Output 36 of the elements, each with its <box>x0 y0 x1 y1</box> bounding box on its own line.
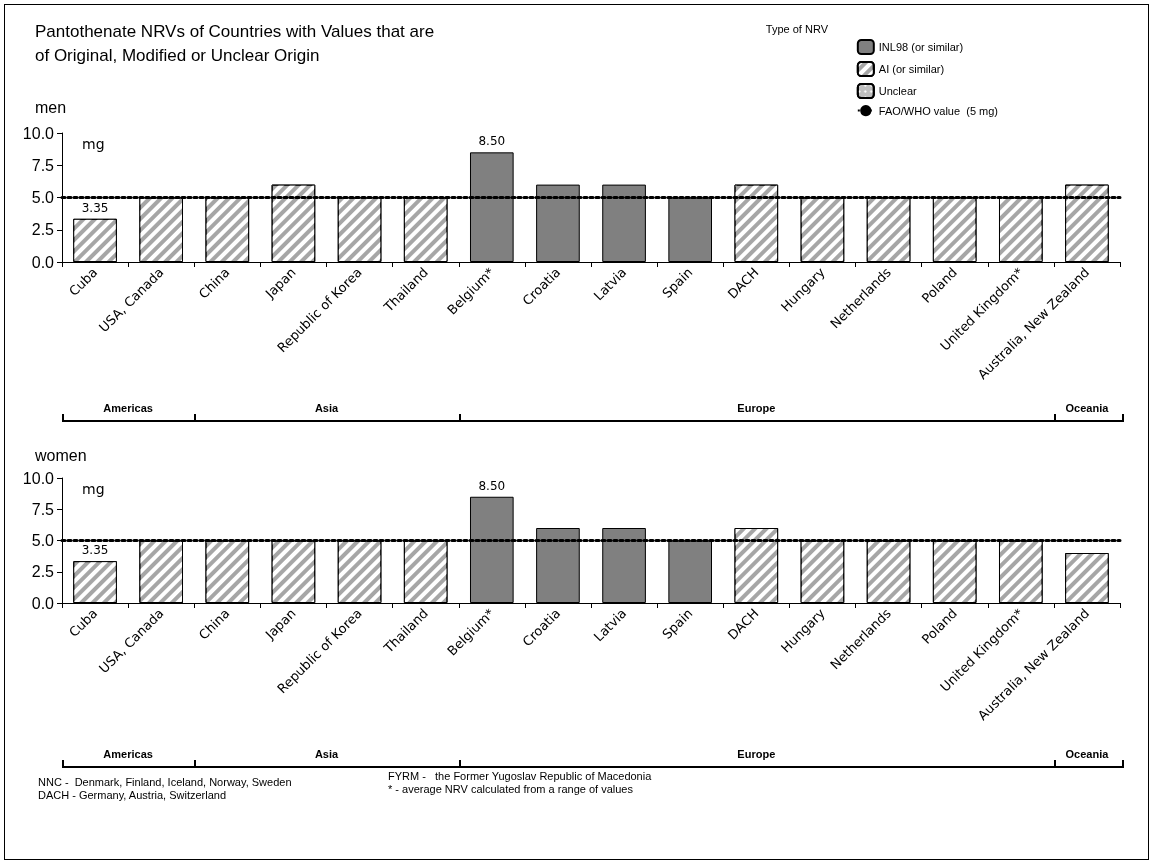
text: * - average NRV calculated from a range of values <box>388 783 633 795</box>
chart-title: Pantothenate NRVs of Countries with Values that are of Original, Modified or Unclear Origin <box>35 21 435 65</box>
y-tick-label: 0.0 <box>31 594 55 612</box>
text: Asia <box>313 748 340 760</box>
chart-subtitle: men <box>35 98 67 116</box>
legend-label: AI (or similar) <box>878 63 945 75</box>
y-axis-title: mg <box>82 136 105 152</box>
data-label: 8.50 <box>478 478 506 493</box>
legend-label: INL98 (or similar) <box>878 41 964 53</box>
y-tick-label: 10.0 <box>22 469 55 487</box>
text: Oceania <box>1064 748 1110 760</box>
y-tick-label: 2.5 <box>31 563 55 581</box>
text: Americas <box>102 748 154 760</box>
data-label: 8.50 <box>478 134 506 149</box>
text: Oceania <box>1064 402 1110 414</box>
data-label: 3.35 <box>81 543 109 558</box>
legend-label: FAO/WHO value (5 mg) <box>878 104 999 117</box>
chart-subtitle: women <box>34 446 87 464</box>
data-label: 3.35 <box>81 200 109 215</box>
y-tick-label: 0.0 <box>31 253 55 271</box>
y-axis-title: mg <box>82 481 105 497</box>
y-tick-label: 7.5 <box>31 500 55 518</box>
text: Europe <box>736 402 777 414</box>
legend-label: Unclear <box>878 85 918 97</box>
y-tick-label: 10.0 <box>22 124 55 142</box>
text: NNC - Denmark, Finland, Iceland, Norway, Sweden <box>38 776 292 788</box>
y-tick-label: 5.0 <box>31 189 55 206</box>
y-tick-label: 7.5 <box>31 156 55 174</box>
text: Europe <box>736 748 777 760</box>
text: FYRM - the Former Yugoslav Republic of Macedonia <box>388 770 652 782</box>
y-tick-label: 2.5 <box>31 221 55 239</box>
text: Asia <box>313 402 340 414</box>
legend-title: Type of NRV <box>765 22 829 35</box>
y-tick-label: 5.0 <box>31 532 55 549</box>
text: DACH - Germany, Austria, Switzerland <box>38 789 227 801</box>
text: Americas <box>102 402 154 414</box>
